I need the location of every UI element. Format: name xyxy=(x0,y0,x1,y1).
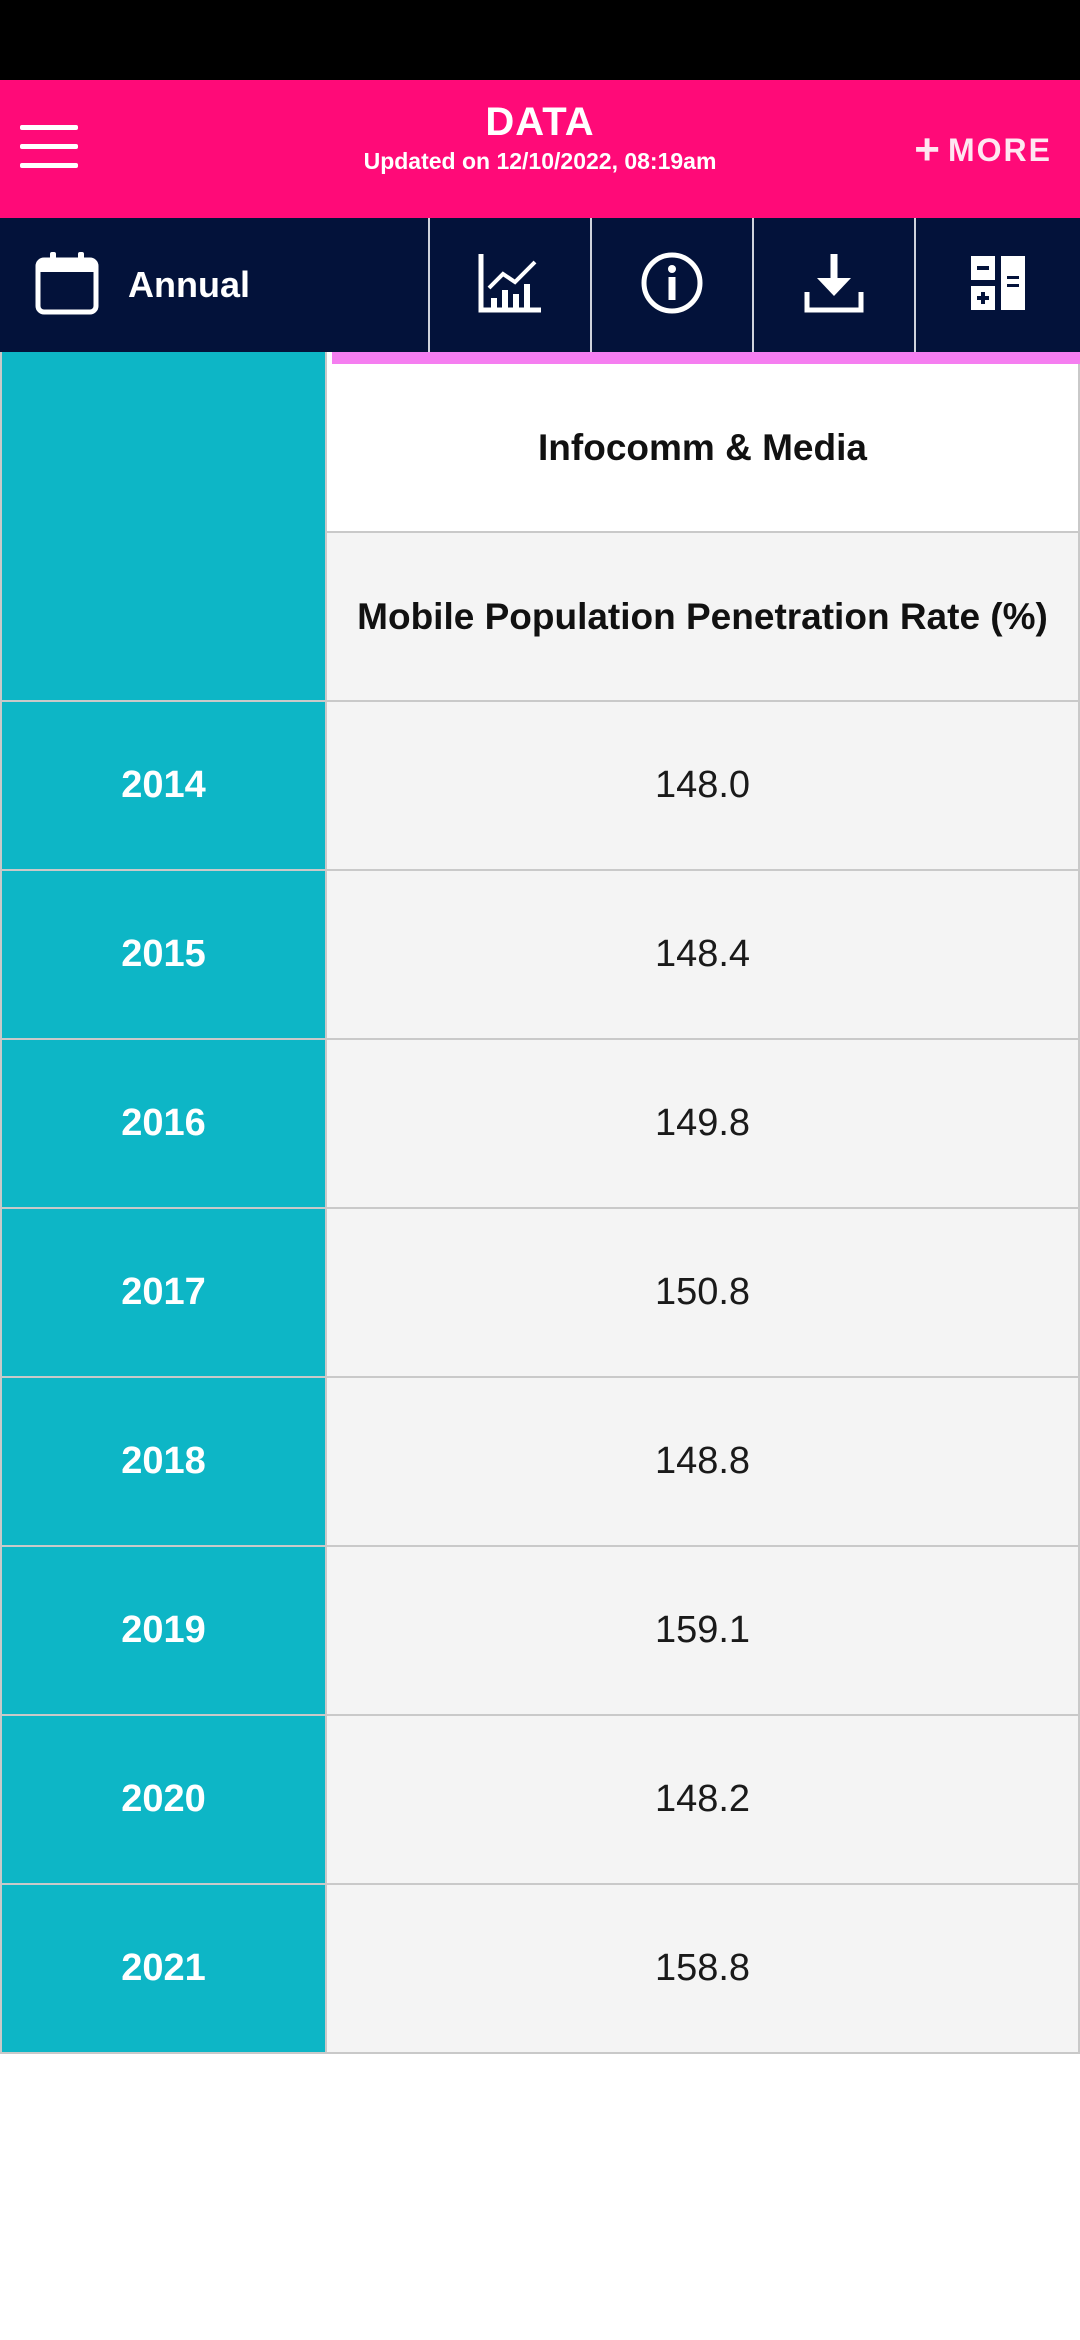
year-cell: 2021 xyxy=(0,1885,325,2054)
year-cell: 2017 xyxy=(0,1209,325,1378)
calendar-icon xyxy=(34,250,100,321)
value-cell: 159.1 xyxy=(325,1547,1080,1716)
more-label: MORE xyxy=(948,131,1052,168)
chart-icon xyxy=(477,252,543,319)
value-cell: 158.8 xyxy=(325,1885,1080,2054)
info-button[interactable] xyxy=(592,218,754,352)
table-row: 2018 148.8 xyxy=(0,1378,1080,1547)
status-bar xyxy=(0,0,1080,80)
table-row: 2021 158.8 xyxy=(0,1885,1080,2054)
table-row: 2017 150.8 xyxy=(0,1209,1080,1378)
plus-icon: + xyxy=(914,125,940,174)
year-cell: 2018 xyxy=(0,1378,325,1547)
chart-button[interactable] xyxy=(430,218,592,352)
frequency-selector[interactable]: Annual xyxy=(0,218,430,352)
toolbar: Annual xyxy=(0,218,1080,352)
accent-bar xyxy=(332,352,1080,364)
year-cell: 2016 xyxy=(0,1040,325,1209)
table-row: 2019 159.1 xyxy=(0,1547,1080,1716)
updated-timestamp: Updated on 12/10/2022, 08:19am xyxy=(363,148,717,174)
hamburger-menu-icon[interactable] xyxy=(20,125,78,169)
calculator-icon xyxy=(969,254,1027,317)
value-cell: 148.8 xyxy=(325,1378,1080,1547)
download-icon xyxy=(801,252,867,319)
year-cell: 2019 xyxy=(0,1547,325,1716)
value-cell: 148.2 xyxy=(325,1716,1080,1885)
category-header: Infocomm & Media xyxy=(325,352,1080,533)
year-header-blank xyxy=(0,352,325,702)
more-button[interactable]: + MORE xyxy=(914,128,1052,172)
value-cell: 150.8 xyxy=(325,1209,1080,1378)
indicator-header[interactable]: Mobile Population Penetration Rate (%) xyxy=(325,533,1080,702)
table-row: 2016 149.8 xyxy=(0,1040,1080,1209)
table-header-right: Infocomm & Media Mobile Population Penet… xyxy=(325,352,1080,702)
info-icon xyxy=(639,250,705,321)
year-cell: 2015 xyxy=(0,871,325,1040)
value-cell: 149.8 xyxy=(325,1040,1080,1209)
value-cell: 148.0 xyxy=(325,702,1080,871)
table-header: Infocomm & Media Mobile Population Penet… xyxy=(0,352,1080,702)
table-row: 2020 148.2 xyxy=(0,1716,1080,1885)
page-title: DATA xyxy=(485,100,595,144)
app-header: DATA Updated on 12/10/2022, 08:19am + MO… xyxy=(0,80,1080,218)
table-row: 2015 148.4 xyxy=(0,871,1080,1040)
year-cell: 2014 xyxy=(0,702,325,871)
data-table: Infocomm & Media Mobile Population Penet… xyxy=(0,352,1080,2054)
value-cell: 148.4 xyxy=(325,871,1080,1040)
frequency-label: Annual xyxy=(128,264,250,305)
title-block: DATA Updated on 12/10/2022, 08:19am xyxy=(240,100,840,176)
download-button[interactable] xyxy=(754,218,916,352)
table-row: 2014 148.0 xyxy=(0,702,1080,871)
year-cell: 2020 xyxy=(0,1716,325,1885)
calculator-button[interactable] xyxy=(916,218,1080,352)
